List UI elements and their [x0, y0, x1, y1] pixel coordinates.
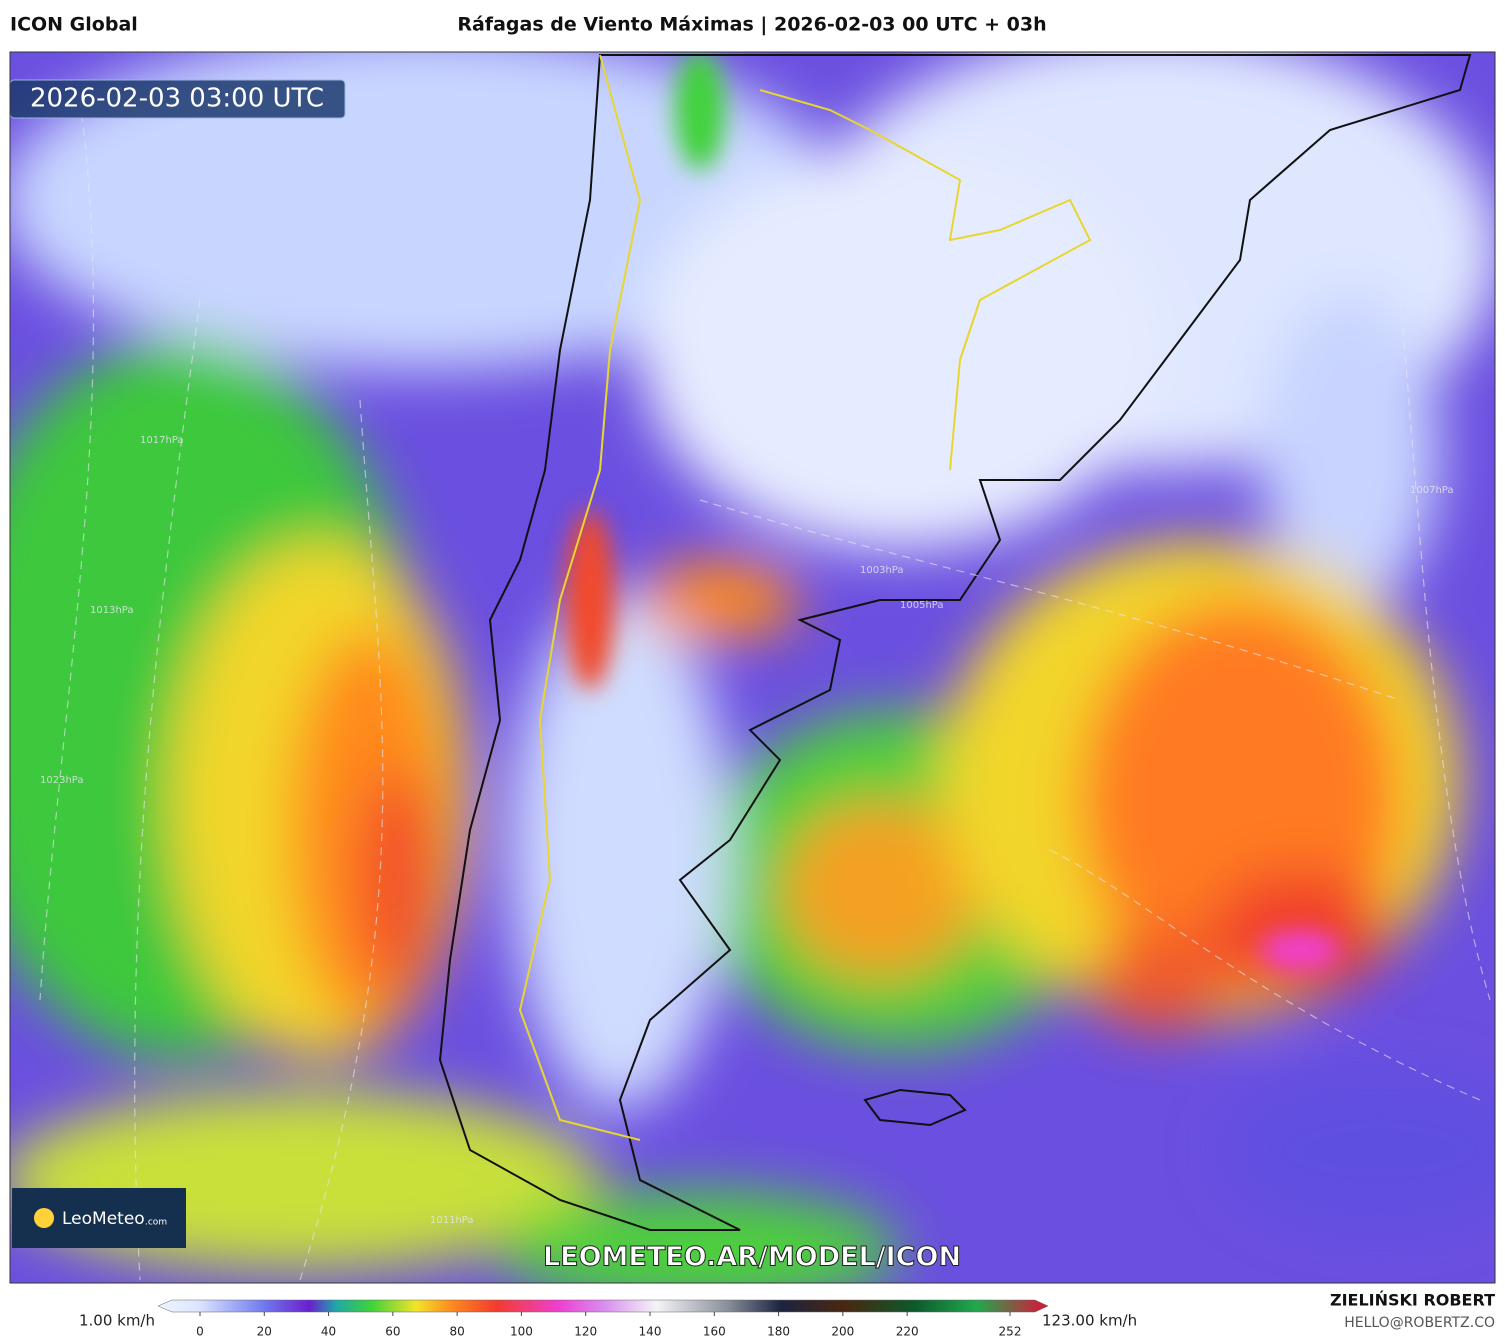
colorbar-tick-label: 0 [196, 1325, 204, 1339]
isobar-label: 1003hPa [860, 565, 904, 576]
isobar-label: 1023hPa [40, 775, 84, 786]
logo-suffix: .com [145, 1218, 167, 1228]
colorbar-tick-label: 252 [999, 1325, 1022, 1339]
valid-time: 2026-02-03 03:00 UTC [30, 84, 324, 114]
colorbar-tick-label: 80 [450, 1325, 465, 1339]
colorbar-tick-label: 100 [510, 1325, 533, 1339]
isobar-label: 1007hPa [1410, 485, 1454, 496]
model-name: ICON Global [10, 14, 138, 36]
colorbar-tick-label: 140 [639, 1325, 662, 1339]
logo-name: LeoMeteo [62, 1209, 145, 1229]
colorbar-tick-label: 160 [703, 1325, 726, 1339]
colorbar [157, 1299, 1049, 1313]
colorbar-tick-label: 200 [831, 1325, 854, 1339]
isobar-label: 1011hPa [430, 1215, 474, 1226]
colorbar-tick-label: 20 [257, 1325, 272, 1339]
map: 1017hPa 1013hPa 1023hPa 1003hPa 1005hPa 1007h… [10, 52, 1495, 1283]
colorbar-min: 1.00 km/h [79, 1312, 155, 1330]
map-frame [9, 51, 1496, 1284]
colorbar-tick-label: 120 [574, 1325, 597, 1339]
logo-sun [34, 1208, 54, 1228]
colorbar-max: 123.00 km/h [1042, 1312, 1137, 1330]
isobar-labels: 1017hPa 1013hPa 1023hPa 1003hPa 1005hPa 1007h… [40, 435, 1454, 1226]
isobar-label: 1017hPa [140, 435, 184, 446]
contact: HELLO@ROBERTZ.CO [1344, 1315, 1495, 1331]
colorbar-tick-label: 40 [321, 1325, 336, 1339]
time-box [10, 79, 346, 119]
colorbar-tick-label: 220 [896, 1325, 919, 1339]
colorbar-tick-label: 60 [385, 1325, 400, 1339]
isobar-label: 1013hPa [90, 605, 134, 616]
author: ZIELIŃSKI ROBERT [1330, 1291, 1495, 1310]
colorbar-ticks: 0 20 40 60 80 100 120 140 160 180 200 220 252 [196, 1312, 1021, 1339]
colorbar-tick-label: 180 [767, 1325, 790, 1339]
isobar-label: 1005hPa [900, 600, 944, 611]
watermark: LEOMETEO.AR/MODEL/ICON [543, 1242, 961, 1273]
map-title: Ráfagas de Viento Máximas | 2026-02-03 0… [457, 14, 1046, 36]
